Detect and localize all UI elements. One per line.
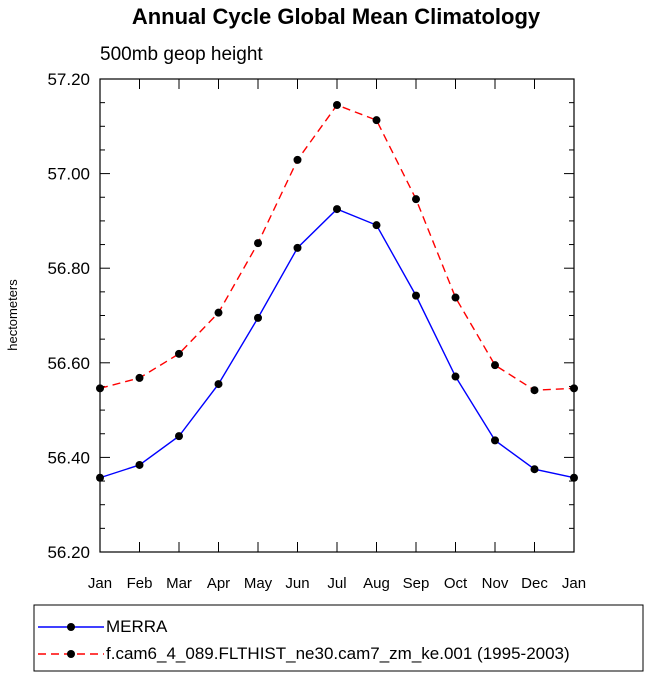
series-1-point xyxy=(293,155,302,164)
series-1-point xyxy=(530,386,539,395)
x-tick-label: Jan xyxy=(562,575,586,592)
x-tick-label: Mar xyxy=(166,575,192,592)
y-tick-label: 56.40 xyxy=(47,448,90,467)
x-tick-label: Jul xyxy=(327,575,346,592)
series-1-point xyxy=(372,116,381,125)
x-tick-label: Apr xyxy=(207,575,230,592)
x-tick-label: Jun xyxy=(285,575,309,592)
legend-items xyxy=(38,623,104,658)
legend-box xyxy=(33,604,644,672)
y-tick-label: 56.60 xyxy=(47,354,90,373)
series-0-point xyxy=(214,380,223,389)
series-0-point xyxy=(333,205,341,214)
y-tick-label: 56.80 xyxy=(47,259,90,278)
series-0-point xyxy=(451,372,460,381)
series-0-point xyxy=(135,460,144,469)
plot-area: 56.20 56.40 56.60 56.80 57.00 57.20 Jan Feb Mar A… xyxy=(47,70,586,592)
series-0-point xyxy=(175,432,183,441)
series-0-point xyxy=(530,465,539,474)
plot-frame xyxy=(99,78,575,553)
x-tick-label: Sep xyxy=(403,575,430,592)
y-axis-label: hectometers xyxy=(5,279,20,351)
series-1-point xyxy=(333,101,341,110)
chart-subtitle: 500mb geop height xyxy=(100,44,263,65)
series-0-point xyxy=(412,291,420,300)
series-line-0 xyxy=(99,208,575,479)
legend-label-cam6: f.cam6_4_089.FLTHIST_ne30.cam7_zm_ke.001… xyxy=(106,644,570,663)
series-1-point xyxy=(254,239,262,248)
legend-marker-0 xyxy=(67,623,75,631)
chart-title: Annual Cycle Global Mean Climatology xyxy=(132,4,541,29)
x-tick-label: May xyxy=(244,575,273,592)
x-tick-label: Dec xyxy=(521,575,548,592)
series-0-point xyxy=(372,221,381,230)
x-tick-label: Nov xyxy=(482,575,509,592)
series-line-1 xyxy=(99,104,575,391)
series-1-point xyxy=(135,373,144,382)
series-1-point xyxy=(451,293,460,302)
x-tick-label: Feb xyxy=(127,575,153,592)
legend-label-merra: MERRA xyxy=(106,617,168,636)
series-1-point xyxy=(175,349,183,358)
y-tick-label: 56.20 xyxy=(47,543,90,562)
series-1-point xyxy=(491,361,499,370)
x-tick-label: Aug xyxy=(363,575,390,592)
series-0-point xyxy=(491,436,499,445)
x-tick-label: Oct xyxy=(444,575,468,592)
y-tick-label: 57.00 xyxy=(47,165,90,184)
legend: MERRA f.cam6_4_089.FLTHIST_ne30.cam7_zm_… xyxy=(33,604,644,672)
series-1-point xyxy=(214,308,223,317)
legend-marker-1 xyxy=(67,650,75,658)
y-tick-label: 57.20 xyxy=(47,70,90,89)
series-1-point xyxy=(412,195,420,204)
series-0-point xyxy=(293,243,302,252)
x-tick-label: Jan xyxy=(88,575,112,592)
series-0-point xyxy=(254,313,262,322)
